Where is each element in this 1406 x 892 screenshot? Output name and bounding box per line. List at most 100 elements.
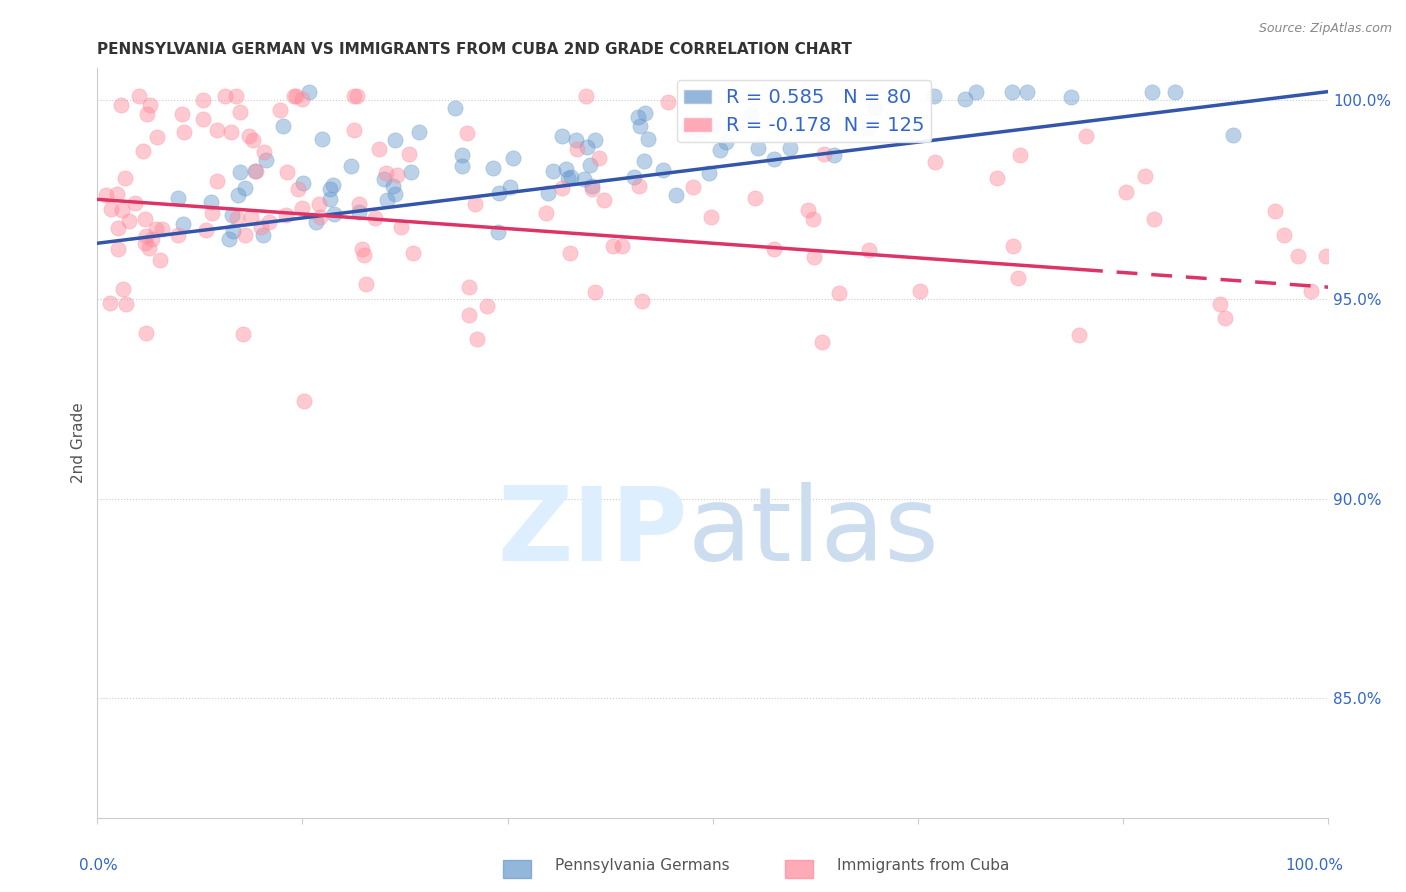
Point bbox=[986, 170, 1008, 185]
Point bbox=[922, 88, 945, 103]
Point bbox=[319, 182, 342, 196]
Point bbox=[226, 211, 249, 225]
Point bbox=[322, 178, 344, 192]
Point bbox=[1301, 285, 1323, 299]
Point bbox=[287, 182, 309, 196]
Point bbox=[588, 151, 610, 165]
Point bbox=[634, 106, 657, 120]
Point bbox=[823, 148, 845, 162]
Point bbox=[240, 210, 263, 224]
Point bbox=[488, 186, 510, 200]
Point bbox=[536, 186, 558, 200]
Point bbox=[149, 253, 172, 268]
Point bbox=[323, 207, 346, 221]
Point bbox=[572, 172, 595, 186]
Point bbox=[828, 285, 851, 300]
Point bbox=[402, 245, 425, 260]
Point bbox=[207, 174, 229, 188]
Point bbox=[375, 166, 398, 180]
Point bbox=[534, 206, 557, 220]
Point bbox=[631, 293, 654, 308]
Point bbox=[112, 282, 135, 296]
Point bbox=[373, 171, 395, 186]
Point bbox=[1074, 129, 1097, 144]
Point bbox=[107, 242, 129, 256]
Point bbox=[308, 197, 330, 211]
Point bbox=[697, 166, 720, 180]
Point bbox=[245, 164, 267, 178]
Point bbox=[118, 214, 141, 228]
Point bbox=[283, 88, 305, 103]
Point bbox=[114, 170, 136, 185]
Point bbox=[222, 223, 245, 237]
Point bbox=[384, 186, 406, 201]
Point bbox=[637, 131, 659, 145]
Point bbox=[1222, 128, 1244, 142]
Point bbox=[134, 326, 156, 341]
Point bbox=[744, 191, 766, 205]
Point bbox=[803, 250, 825, 264]
Point bbox=[205, 123, 228, 137]
Point bbox=[128, 88, 150, 103]
Point bbox=[813, 147, 835, 161]
Point bbox=[1007, 271, 1029, 285]
Point bbox=[924, 154, 946, 169]
Point bbox=[779, 140, 801, 154]
Point bbox=[1008, 148, 1031, 162]
Point bbox=[682, 179, 704, 194]
Point bbox=[676, 120, 699, 135]
Point bbox=[567, 142, 589, 156]
Point bbox=[593, 193, 616, 207]
Point bbox=[1115, 185, 1137, 199]
Point bbox=[368, 143, 391, 157]
Point bbox=[252, 227, 274, 242]
Point bbox=[965, 85, 987, 99]
Point bbox=[276, 208, 298, 222]
Point bbox=[1140, 85, 1163, 99]
Point bbox=[451, 159, 474, 173]
Text: Pennsylvania Germans: Pennsylvania Germans bbox=[555, 858, 730, 872]
Point bbox=[686, 123, 709, 137]
Point bbox=[167, 191, 190, 205]
Point bbox=[551, 128, 574, 143]
Point bbox=[214, 88, 236, 103]
Point bbox=[353, 248, 375, 262]
Point bbox=[145, 221, 167, 235]
Point bbox=[200, 195, 222, 210]
Point bbox=[581, 182, 603, 196]
Point bbox=[709, 143, 731, 157]
Point bbox=[134, 236, 156, 251]
Point bbox=[124, 195, 146, 210]
Point bbox=[150, 221, 173, 235]
Point bbox=[232, 326, 254, 341]
Text: 0.0%: 0.0% bbox=[79, 858, 118, 872]
Point bbox=[560, 169, 582, 184]
Point bbox=[1286, 249, 1309, 263]
Point bbox=[238, 128, 260, 143]
Text: PENNSYLVANIA GERMAN VS IMMIGRANTS FROM CUBA 2ND GRADE CORRELATION CHART: PENNSYLVANIA GERMAN VS IMMIGRANTS FROM C… bbox=[97, 42, 852, 57]
Point bbox=[482, 161, 505, 176]
Text: Source: ZipAtlas.com: Source: ZipAtlas.com bbox=[1258, 22, 1392, 36]
Point bbox=[291, 176, 314, 190]
Point bbox=[235, 181, 257, 195]
Point bbox=[1015, 85, 1038, 99]
Point bbox=[747, 141, 769, 155]
Point bbox=[1315, 249, 1337, 263]
Point bbox=[583, 285, 606, 299]
Point bbox=[98, 296, 121, 310]
Point bbox=[865, 101, 887, 115]
Point bbox=[343, 123, 366, 137]
Point bbox=[1069, 327, 1091, 342]
Point bbox=[389, 219, 412, 234]
Point bbox=[276, 165, 298, 179]
Point bbox=[579, 157, 602, 171]
Point bbox=[254, 153, 277, 168]
Point bbox=[1060, 89, 1083, 103]
Point bbox=[233, 228, 256, 243]
Text: 100.0%: 100.0% bbox=[1285, 858, 1344, 872]
Point bbox=[135, 229, 157, 244]
Point bbox=[801, 212, 824, 227]
Point bbox=[346, 88, 368, 103]
Text: ZIP: ZIP bbox=[498, 483, 688, 583]
Point bbox=[347, 197, 370, 211]
